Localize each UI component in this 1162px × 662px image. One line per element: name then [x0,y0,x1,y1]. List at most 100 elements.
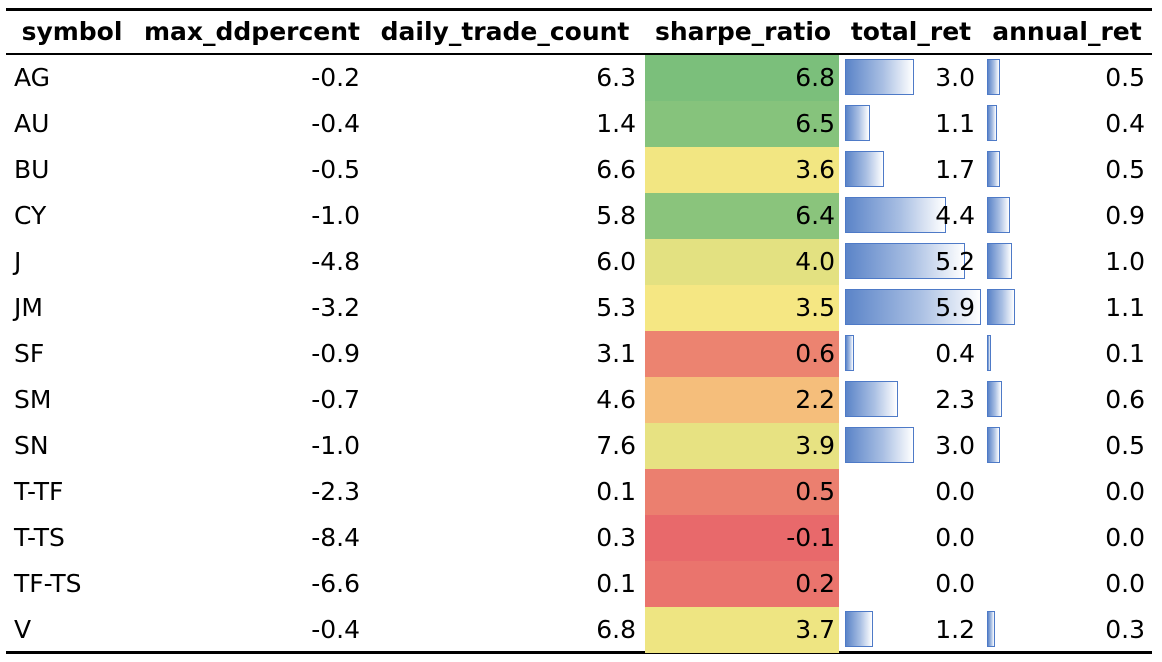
cell-value: 0.5 [1105,63,1145,92]
cell-max-ddpercent: -0.7 [136,377,366,423]
heatmap-fill [645,423,839,469]
cell-value: 0.1 [596,569,636,598]
cell-value: AG [14,63,51,92]
data-bar [987,151,1000,187]
cell-sharpe-ratio: 6.8 [643,55,839,101]
cell-value: -0.9 [311,339,360,368]
cell-value: 0.6 [1105,385,1145,414]
cell-value: 6.8 [596,615,636,644]
cell-value: AU [14,109,50,138]
cell-annual-ret: 0.5 [983,423,1149,469]
cell-value: T-TS [14,523,65,552]
cell-value: 1.4 [596,109,636,138]
cell-value: BU [14,155,50,184]
cell-value: SF [14,339,45,368]
header-max-ddpercent: max_ddpercent [143,17,361,46]
heatmap-fill [645,55,839,101]
cell-value: 1.0 [1105,247,1145,276]
cell-annual-ret: 0.5 [983,147,1149,193]
cell-value: 3.1 [596,339,636,368]
header-symbol: symbol [21,17,123,46]
cell-value: 5.3 [596,293,636,322]
heatmap-fill [645,515,839,561]
cell-annual-ret: 0.5 [983,55,1149,101]
cell-value: -0.2 [311,63,360,92]
cell-value: 0.4 [935,339,975,368]
table-row: AU -0.4 1.4 6.5 1.1 0.4 [6,101,1152,147]
cell-symbol: SN [6,423,136,469]
cell-sharpe-ratio: 6.5 [643,101,839,147]
cell-max-ddpercent: -0.4 [136,607,366,653]
header-daily-trade-count: daily_trade_count [380,17,630,46]
header-sharpe-ratio: sharpe_ratio [654,17,832,46]
cell-symbol: T-TS [6,515,136,561]
cell-daily-trade-count: 5.3 [366,285,640,331]
cell-value: 0.4 [1105,109,1145,138]
heatmap-fill [645,193,839,239]
cell-symbol: J [6,239,136,285]
data-bar [845,335,854,371]
table-row: T-TS -8.4 0.3 -0.1 0.0 0.0 [6,515,1152,561]
cell-daily-trade-count: 0.1 [366,469,640,515]
cell-value: 6.3 [596,63,636,92]
cell-max-ddpercent: -0.2 [136,55,366,101]
data-bar [845,381,898,417]
data-bar [845,611,873,647]
heatmap-fill [645,285,839,331]
data-bar [987,381,1002,417]
table-row: T-TF -2.3 0.1 0.5 0.0 0.0 [6,469,1152,515]
cell-total-ret: 1.2 [841,607,981,653]
data-bar [987,289,1015,325]
cell-value: 0.0 [1105,569,1145,598]
table-row: JM -3.2 5.3 3.5 5.9 1.1 [6,285,1152,331]
data-bar [987,243,1012,279]
data-bar [987,197,1010,233]
cell-total-ret: 1.1 [841,101,981,147]
data-bar [845,427,914,463]
cell-value: 0.0 [935,523,975,552]
cell-value: 0.9 [1105,201,1145,230]
cell-annual-ret: 1.1 [983,285,1149,331]
cell-value: -2.3 [311,477,360,506]
cell-value: 1.7 [935,155,975,184]
cell-sharpe-ratio: 3.6 [643,147,839,193]
cell-value: -0.7 [311,385,360,414]
heatmap-fill [645,561,839,607]
cell-annual-ret: 1.0 [983,239,1149,285]
cell-max-ddpercent: -2.3 [136,469,366,515]
data-bar [845,243,965,279]
cell-sharpe-ratio: 6.4 [643,193,839,239]
cell-symbol: CY [6,193,136,239]
cell-value: 2.2 [795,385,835,414]
table-row: CY -1.0 5.8 6.4 4.4 0.9 [6,193,1152,239]
cell-symbol: V [6,607,136,653]
cell-daily-trade-count: 7.6 [366,423,640,469]
table-row: SM -0.7 4.6 2.2 2.3 0.6 [6,377,1152,423]
cell-max-ddpercent: -3.2 [136,285,366,331]
header-total-ret: total_ret [850,17,972,46]
cell-annual-ret: 0.0 [983,469,1149,515]
heatmap-fill [645,239,839,285]
cell-total-ret: 0.0 [841,561,981,607]
cell-daily-trade-count: 6.0 [366,239,640,285]
cell-value: CY [14,201,47,230]
cell-value: 5.9 [935,293,975,322]
cell-value: 0.5 [1105,155,1145,184]
cell-value: -0.4 [311,615,360,644]
cell-annual-ret: 0.0 [983,561,1149,607]
cell-annual-ret: 0.4 [983,101,1149,147]
cell-value: -6.6 [311,569,360,598]
cell-max-ddpercent: -1.0 [136,423,366,469]
heatmap-fill [645,607,839,653]
table-row: BU -0.5 6.6 3.6 1.7 0.5 [6,147,1152,193]
cell-sharpe-ratio: 0.2 [643,561,839,607]
cell-value: 1.1 [1105,293,1145,322]
cell-total-ret: 5.2 [841,239,981,285]
data-bar [845,151,884,187]
cell-value: 5.2 [935,247,975,276]
cell-value: -8.4 [311,523,360,552]
cell-value: 5.8 [596,201,636,230]
data-table: symbol max_ddpercent daily_trade_count s… [6,8,1152,654]
cell-daily-trade-count: 5.8 [366,193,640,239]
heatmap-fill [645,331,839,377]
